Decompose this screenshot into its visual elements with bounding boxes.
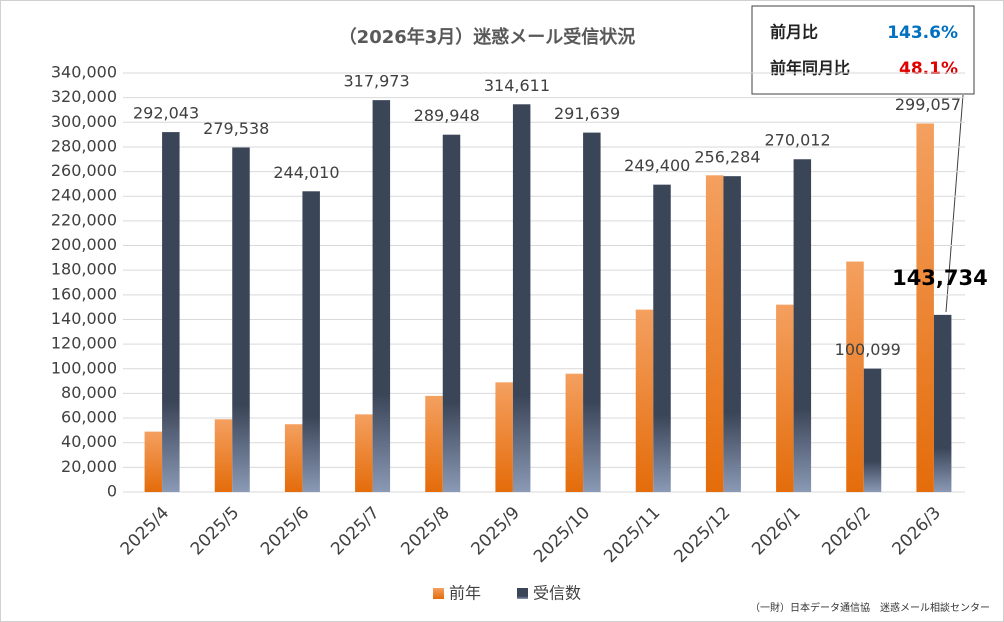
y-tick-label: 60,000 [61, 408, 117, 427]
bar [653, 184, 671, 492]
bar [723, 176, 741, 492]
info-label: 前年同月比 [770, 59, 850, 78]
data-label: 314,611 [484, 76, 550, 95]
source: （一財）日本データ通信協 迷惑メール相談センター [750, 601, 990, 614]
data-label: 291,639 [554, 104, 620, 123]
legend-swatch [433, 588, 444, 599]
data-label: 289,948 [414, 106, 480, 125]
y-tick-label: 140,000 [51, 309, 117, 328]
bar [916, 123, 934, 492]
data-label: 270,012 [764, 131, 830, 150]
bar [355, 414, 373, 492]
bar [495, 382, 513, 492]
data-label: 299,057 [895, 95, 961, 114]
bar [705, 175, 724, 493]
bar [846, 261, 864, 492]
bar [863, 368, 882, 492]
bar [442, 134, 461, 492]
callout-line [945, 94, 964, 313]
legend-label: 前年 [449, 584, 481, 603]
data-label: 279,538 [203, 119, 269, 138]
info-value: 48.1% [899, 59, 958, 79]
info-value: 143.6% [887, 23, 958, 43]
y-tick-label: 280,000 [51, 136, 117, 155]
info-box [751, 5, 975, 95]
y-tick-label: 40,000 [61, 432, 117, 451]
y-tick-label: 300,000 [51, 112, 117, 131]
bar [583, 132, 601, 492]
bar [144, 431, 163, 492]
y-tick-label: 120,000 [51, 334, 117, 353]
chart-title: （2026年3月）迷惑メール受信状況 [339, 26, 636, 48]
bar [565, 373, 584, 492]
y-tick-label: 240,000 [51, 186, 117, 205]
y-tick-label: 100,000 [51, 358, 117, 377]
y-tick-label: 160,000 [51, 284, 117, 303]
bar [512, 104, 531, 492]
y-tick-label: 260,000 [51, 161, 117, 180]
bar [284, 424, 303, 492]
bar [302, 191, 320, 492]
info-label: 前月比 [770, 23, 818, 42]
y-tick-label: 340,000 [51, 63, 117, 82]
bar [162, 132, 180, 492]
data-label: 244,010 [273, 163, 339, 182]
bar [232, 147, 250, 492]
bar [214, 419, 233, 492]
bar [933, 314, 952, 492]
data-label: 100,099 [835, 340, 901, 359]
data-label: 317,973 [343, 72, 409, 91]
y-tick-label: 220,000 [51, 210, 117, 229]
y-tick-label: 20,000 [61, 457, 117, 476]
y-tick-label: 180,000 [51, 260, 117, 279]
data-label: 256,284 [694, 148, 760, 167]
bar [425, 395, 443, 492]
y-tick-label: 0 [107, 482, 117, 501]
y-tick-label: 320,000 [51, 87, 117, 106]
bar [793, 159, 812, 492]
bar [635, 309, 654, 492]
y-tick-label: 200,000 [51, 235, 117, 254]
bar [372, 100, 391, 493]
bar [776, 304, 794, 492]
data-label: 292,043 [133, 104, 199, 123]
data-label: 249,400 [624, 156, 690, 175]
data-label: 143,734 [892, 266, 988, 290]
y-tick-label: 80,000 [61, 383, 117, 402]
legend-label: 受信数 [533, 584, 581, 603]
legend-swatch [517, 588, 528, 599]
